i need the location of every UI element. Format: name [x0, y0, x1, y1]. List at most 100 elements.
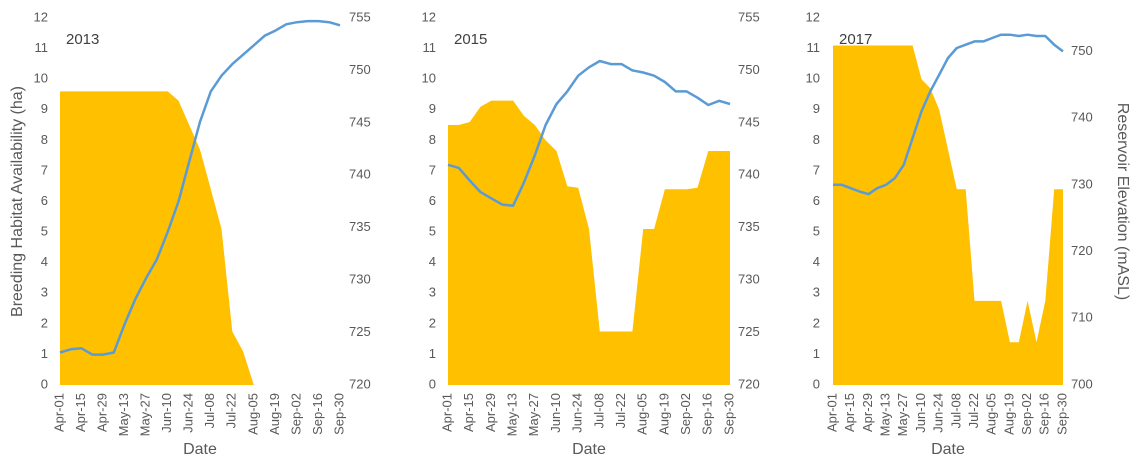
y-tick-label: 4 [813, 254, 820, 269]
x-tick-label: May-27 [895, 393, 910, 436]
x-tick-label: Aug-05 [635, 393, 650, 435]
x-tick-label: Sep-30 [331, 393, 346, 435]
x-axis-title: Date [931, 441, 965, 458]
x-tick-label: Jul-08 [948, 393, 963, 428]
annotation: 2017 [839, 31, 872, 48]
y-tick-label: 0 [813, 376, 820, 391]
y-tick-label: 9 [813, 101, 820, 116]
y-tick-label: 10 [422, 71, 436, 86]
x-tick-label: Apr-15 [461, 393, 476, 432]
x-tick-label: May-27 [526, 393, 541, 436]
x-tick-label: May-13 [878, 393, 893, 436]
x-tick-label: Apr-15 [73, 393, 88, 432]
x-tick-label: Aug-05 [984, 393, 999, 435]
y2-tick-label: 750 [349, 62, 371, 77]
x-tick-label: May-13 [505, 393, 520, 436]
y-tick-label: 12 [806, 9, 820, 24]
y-tick-label: 5 [41, 224, 48, 239]
y2-tick-label: 755 [349, 9, 371, 24]
x-axis-title: Date [183, 441, 217, 458]
x-tick-label: Aug-05 [245, 393, 260, 435]
y-tick-label: 3 [41, 285, 48, 300]
y2-tick-label: 755 [738, 9, 760, 24]
y2-tick-label: 725 [349, 324, 371, 339]
x-tick-label: Jun-10 [548, 393, 563, 433]
y-tick-label: 4 [429, 254, 436, 269]
x-tick-label: Sep-02 [1019, 393, 1034, 435]
x-tick-label: Apr-01 [439, 393, 454, 432]
y-tick-label: 0 [41, 376, 48, 391]
x-tick-label: Sep-30 [721, 393, 736, 435]
y-tick-label: 11 [807, 40, 821, 55]
x-tick-label: Apr-01 [51, 393, 66, 432]
y2-tick-label: 735 [738, 219, 760, 234]
y-tick-label: 12 [34, 9, 48, 24]
y-tick-label: 5 [429, 224, 436, 239]
x-tick-label: May-27 [138, 393, 153, 436]
y2-tick-label: 750 [738, 62, 760, 77]
y-tick-label: 5 [813, 224, 820, 239]
y-tick-label: 2 [41, 315, 48, 330]
line [833, 33, 1064, 196]
y-tick-label: 11 [423, 40, 437, 55]
y-tick-label: 6 [41, 193, 48, 208]
x-tick-label: Apr-29 [483, 393, 498, 432]
y2-axis-title: Reservoir Elevation (mASL) [1114, 103, 1131, 300]
y2-tick-label: 740 [1071, 110, 1093, 125]
area [448, 100, 730, 385]
y2-tick-label: 740 [349, 167, 371, 182]
x-tick-label: Sep-16 [310, 393, 325, 435]
x-tick-label: Jun-10 [159, 393, 174, 433]
y-tick-label: 6 [429, 193, 436, 208]
line [59, 19, 341, 356]
x-tick-label: May-13 [116, 393, 131, 436]
x-tick-label: Sep-16 [1037, 393, 1052, 435]
y2-tick-label: 725 [738, 324, 760, 339]
y-tick-label: 8 [813, 132, 820, 147]
x-tick-label: Sep-16 [700, 393, 715, 435]
x-axis-title: Date [572, 441, 606, 458]
x-tick-label: Jun-24 [570, 393, 585, 433]
x-tick-label: Apr-15 [842, 393, 857, 432]
x-tick-label: Jul-08 [591, 393, 606, 428]
y-tick-label: 2 [429, 315, 436, 330]
x-tick-label: Apr-29 [95, 393, 110, 432]
y2-tick-label: 735 [349, 219, 371, 234]
y2-tick-label: 750 [1071, 43, 1093, 58]
y2-tick-label: 720 [1071, 243, 1093, 258]
y-tick-label: 10 [34, 71, 48, 86]
y-tick-label: 9 [41, 101, 48, 116]
y-tick-label: 1 [813, 346, 820, 361]
y-tick-label: 10 [806, 71, 820, 86]
x-tick-label: Jun-24 [931, 393, 946, 433]
x-tick-label: Sep-30 [1054, 393, 1069, 435]
y-tick-label: 1 [429, 346, 436, 361]
y2-tick-label: 730 [738, 272, 760, 287]
x-tick-label: Aug-19 [1001, 393, 1016, 435]
y-tick-label: 4 [41, 254, 48, 269]
y-tick-label: 0 [429, 376, 436, 391]
y-tick-label: 8 [429, 132, 436, 147]
line [447, 59, 731, 207]
y2-tick-label: 710 [1071, 310, 1093, 325]
y2-tick-label: 730 [1071, 176, 1093, 191]
y-tick-label: 3 [813, 285, 820, 300]
area [833, 45, 1063, 385]
x-tick-label: Jun-24 [181, 393, 196, 433]
y2-tick-label: 720 [349, 376, 371, 391]
x-tick-label: Jun-10 [913, 393, 928, 433]
annotation: 2013 [66, 31, 99, 48]
x-tick-label: Jul-08 [202, 393, 217, 428]
y-tick-label: 3 [429, 285, 436, 300]
y2-tick-label: 745 [349, 114, 371, 129]
y-tick-label: 7 [41, 162, 48, 177]
y2-tick-label: 730 [349, 272, 371, 287]
area [60, 91, 340, 386]
annotation: 2015 [454, 31, 487, 48]
x-tick-label: Jul-22 [224, 393, 239, 428]
y-tick-label: 11 [35, 40, 49, 55]
y-tick-label: 2 [813, 315, 820, 330]
y2-tick-label: 745 [738, 114, 760, 129]
x-tick-label: Sep-02 [288, 393, 303, 435]
